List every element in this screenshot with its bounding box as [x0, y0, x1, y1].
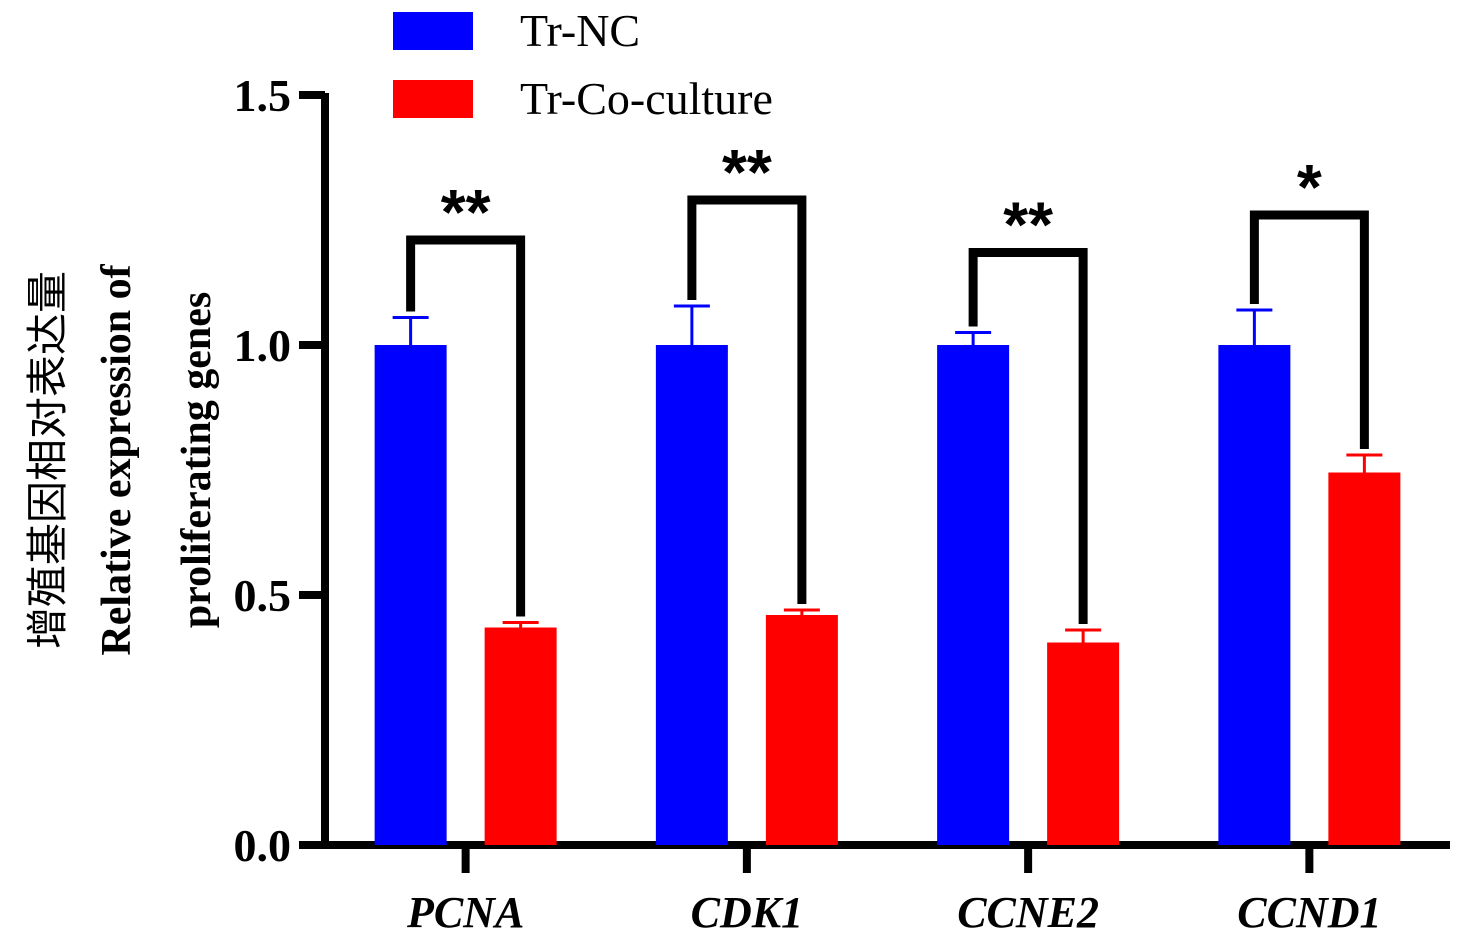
- y-axis-title: 增殖基因相对表达量 Relative expression of prolife…: [26, 263, 220, 655]
- significance-label: **: [722, 136, 772, 208]
- significance-bracket: [406, 235, 526, 617]
- y-tick-label: 0.0: [234, 820, 292, 871]
- y-axis-title-line2: proliferating genes: [174, 292, 220, 628]
- legend: Tr-NC Tr-Co-culture: [393, 5, 773, 124]
- bar-tr-nc-cdk1: [655, 345, 728, 845]
- y-axis-title-chinese: 增殖基因相对表达量: [26, 271, 72, 649]
- significance-bracket: [968, 248, 1088, 624]
- significance-markers: *******: [406, 136, 1369, 624]
- y-tick-label: 1.5: [234, 70, 292, 121]
- legend-swatch: [393, 80, 473, 118]
- bar-tr-co-culture-ccnd1: [1328, 472, 1401, 845]
- significance-bracket: [1249, 210, 1369, 449]
- significance-bracket: [687, 195, 807, 604]
- significance-label: *: [1297, 151, 1322, 223]
- significance-label: **: [441, 176, 491, 248]
- x-tick-label: CDK1: [691, 888, 803, 937]
- x-tick-label: CCNE2: [957, 888, 1099, 937]
- y-axis-title-line1: Relative expression of: [94, 263, 140, 655]
- legend-label: Tr-NC: [520, 5, 640, 56]
- significance-label: **: [1003, 189, 1053, 261]
- bar-tr-nc-pcna: [374, 345, 447, 845]
- y-tick-label: 1.0: [234, 320, 292, 371]
- bar-tr-co-culture-cdk1: [765, 615, 838, 845]
- x-tick-label: CCND1: [1237, 888, 1381, 937]
- bar-tr-co-culture-pcna: [484, 627, 557, 845]
- x-tick-label: PCNA: [406, 888, 524, 937]
- legend-label: Tr-Co-culture: [520, 73, 773, 124]
- bar-tr-nc-ccne2: [937, 345, 1010, 845]
- y-tick-label: 0.5: [234, 570, 292, 621]
- legend-swatch: [393, 12, 473, 50]
- bar-tr-co-culture-ccne2: [1047, 642, 1120, 845]
- bars: [374, 304, 1401, 845]
- bar-tr-nc-ccnd1: [1218, 345, 1291, 845]
